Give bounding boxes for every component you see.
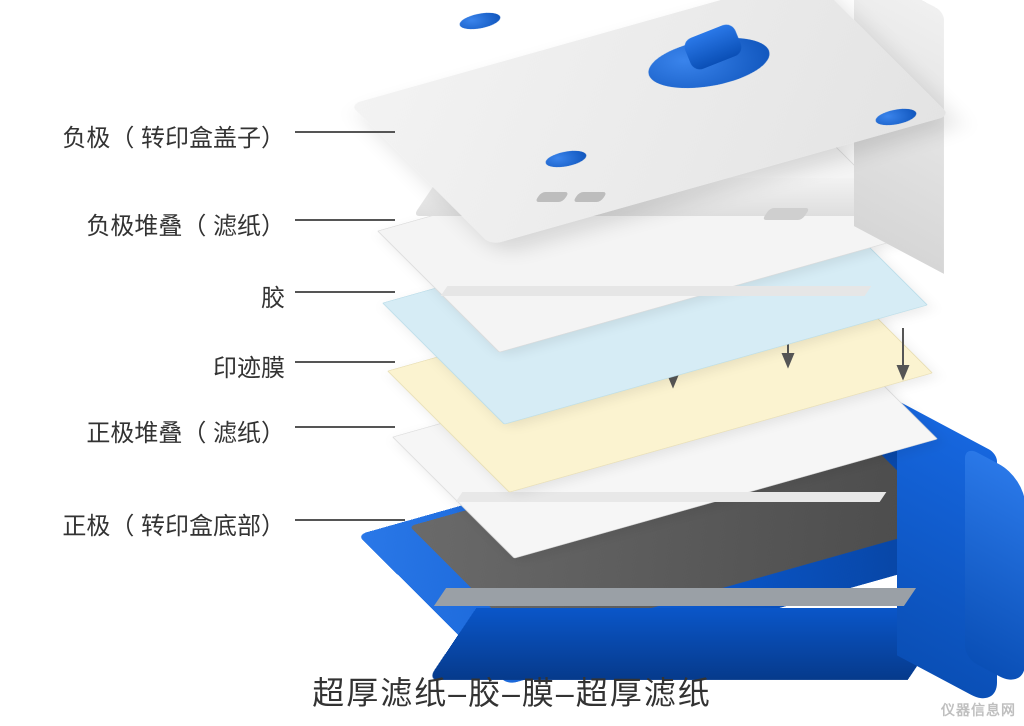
label-base: 正极（ 转印盒底部） xyxy=(62,506,285,541)
leader-line xyxy=(295,219,395,221)
leader-line xyxy=(295,519,405,521)
label-lid: 负极（ 转印盒盖子） xyxy=(62,118,285,153)
label-neg-stack: 负极堆叠（ 滤纸） xyxy=(86,206,285,241)
label-gel: 胶 xyxy=(261,278,285,313)
leader-line xyxy=(295,131,395,133)
leader-line xyxy=(295,361,395,363)
leader-line xyxy=(295,426,395,428)
watermark: 仪器信息网 xyxy=(941,700,1016,720)
leader-line xyxy=(295,291,395,293)
diagram-stage: 负极（ 转印盒盖子） 负极堆叠（ 滤纸） 胶 印迹膜 正极堆叠（ 滤纸） 正极（… xyxy=(0,0,1024,726)
knob-icon xyxy=(454,9,505,32)
caption: 超厚滤纸–胶–膜–超厚滤纸 xyxy=(0,668,1024,714)
label-membrane: 印迹膜 xyxy=(213,348,285,383)
label-pos-stack: 正极堆叠（ 滤纸） xyxy=(86,413,285,448)
